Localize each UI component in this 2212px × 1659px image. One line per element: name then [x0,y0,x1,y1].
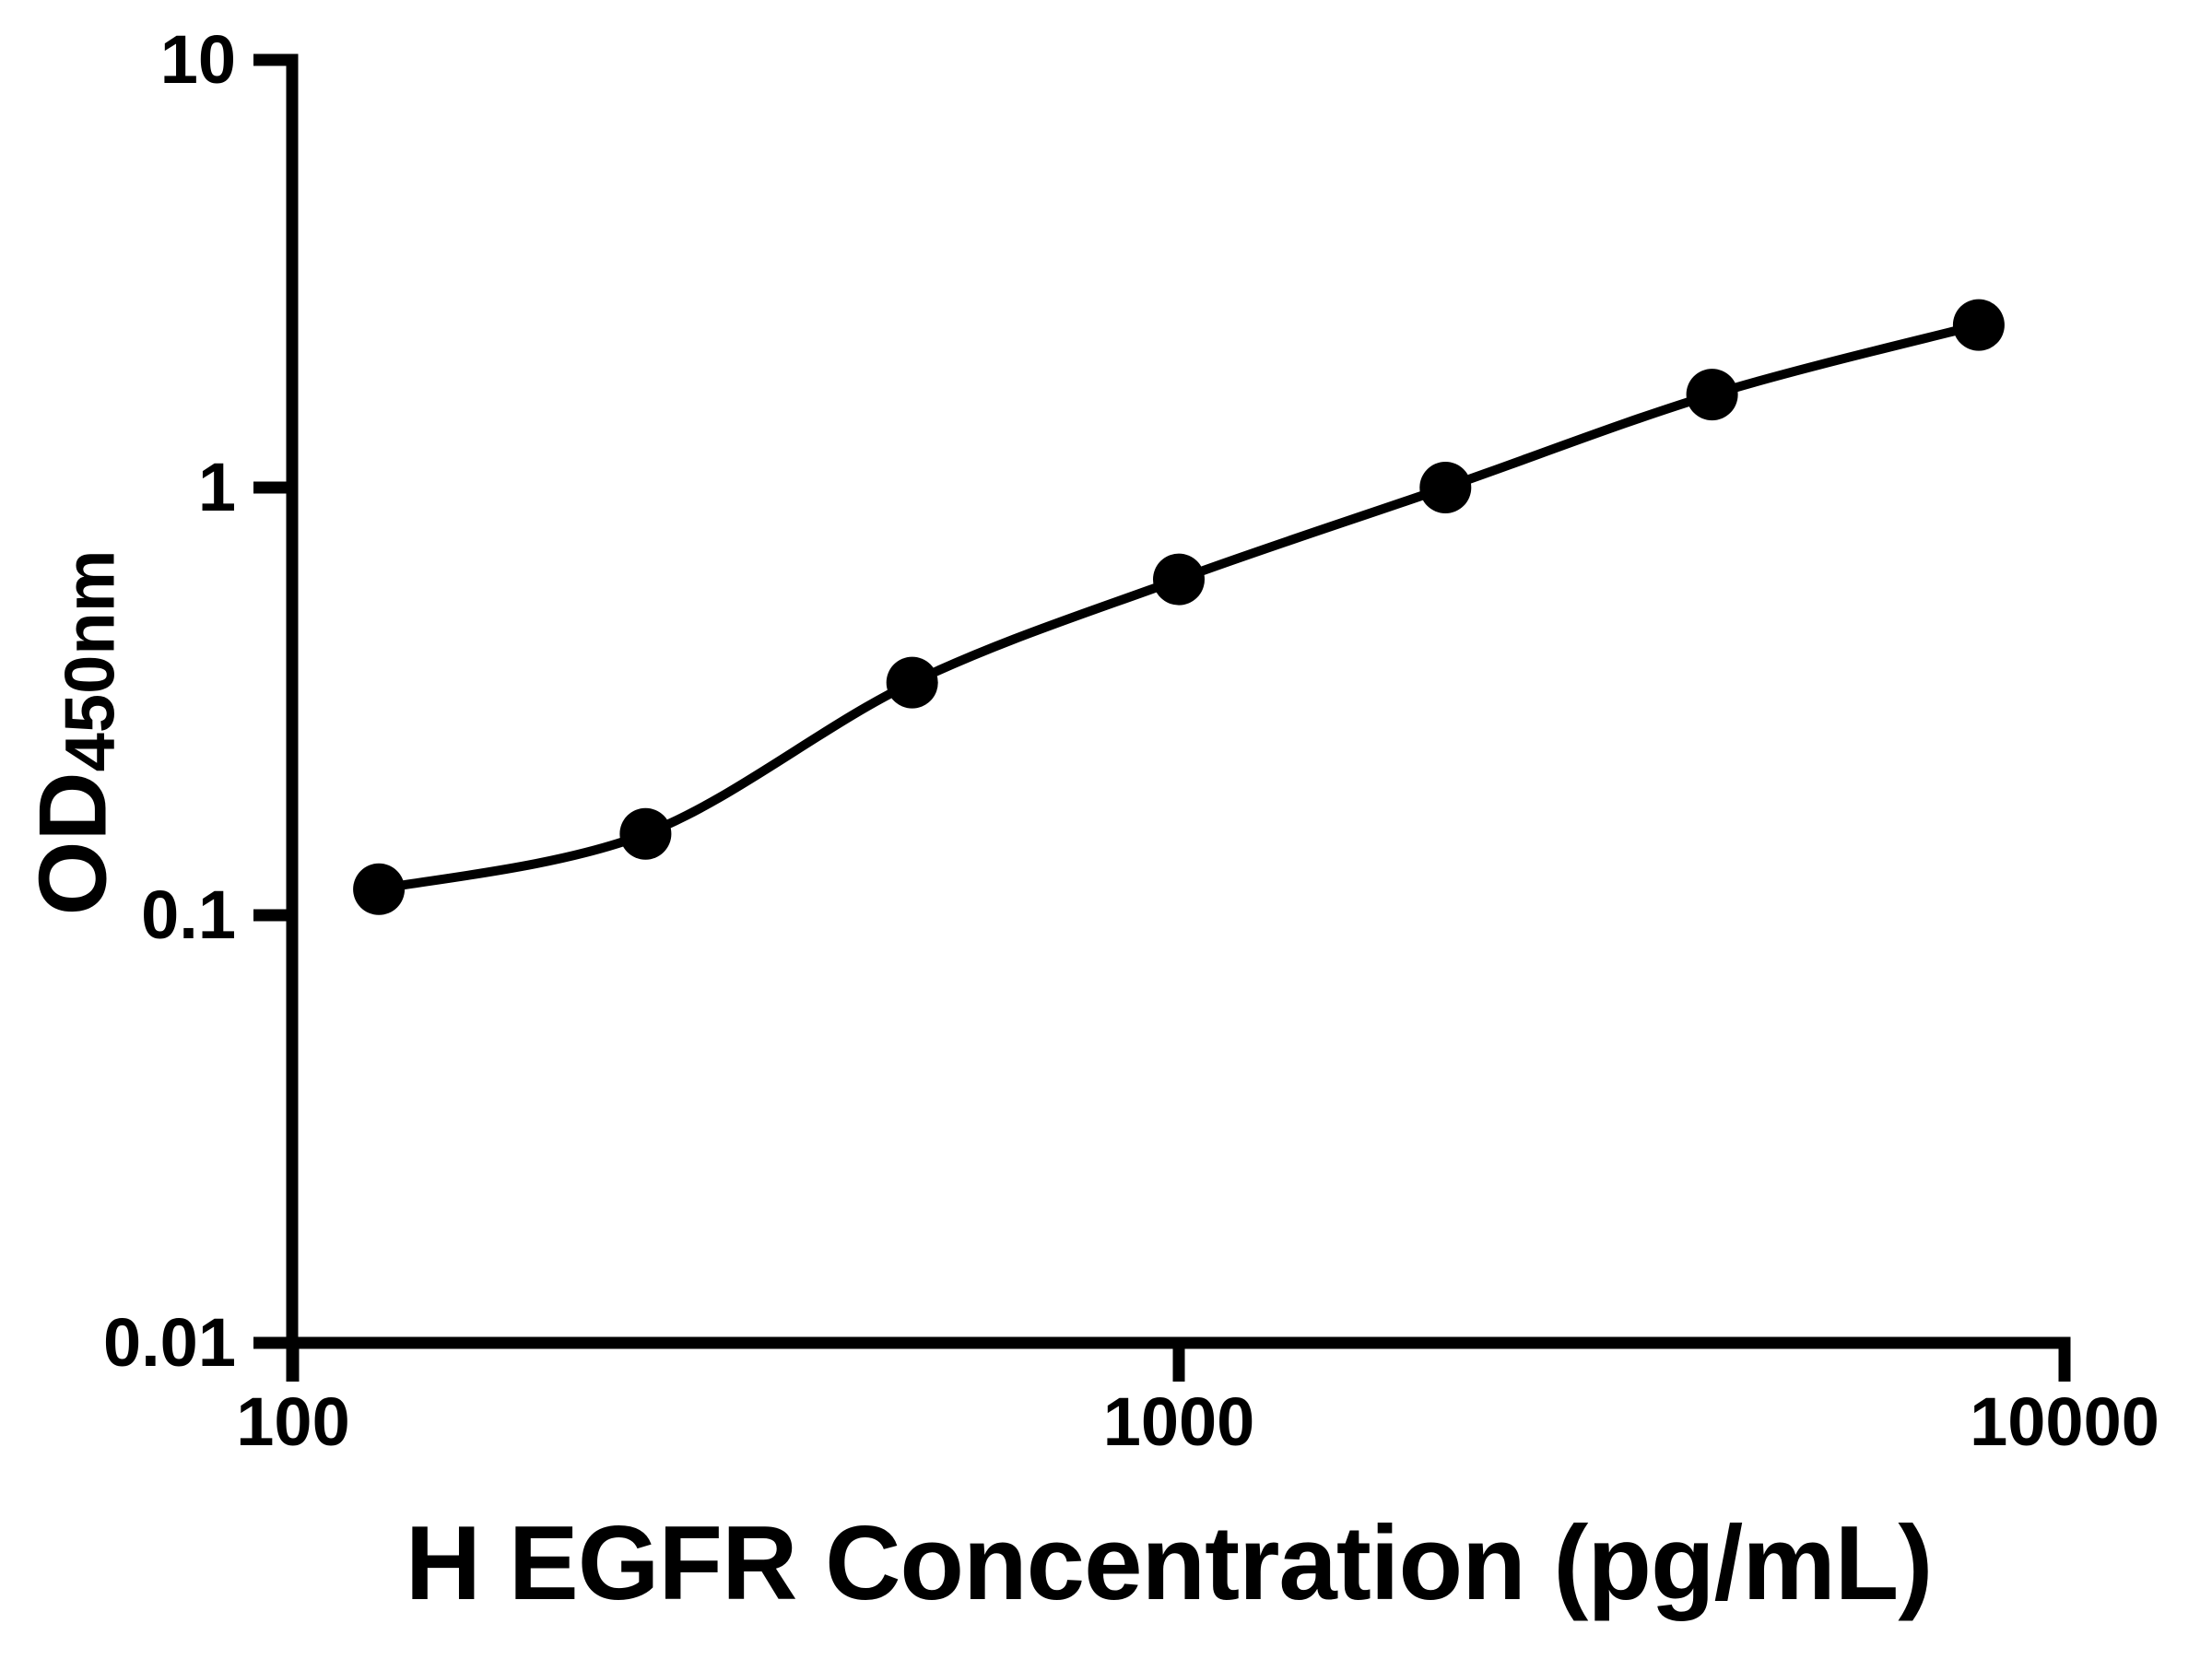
data-point [886,656,938,709]
y-tick-label: 10 [159,21,236,98]
y-axis-title-main: OD [19,771,127,916]
data-point [619,807,672,860]
data-point [1952,299,2005,351]
y-tick-label: 1 [197,449,236,525]
x-tick-label: 10000 [1970,1383,2159,1460]
data-point [1419,462,1472,513]
y-tick-label: 0.01 [102,1304,236,1381]
data-point [1153,553,1205,606]
data-point [1686,369,1738,421]
y-tick-label: 0.1 [141,877,236,953]
x-tick-label: 100 [236,1383,350,1460]
data-point [353,863,406,915]
x-tick-label: 1000 [1102,1383,1255,1460]
x-axis-title: H EGFR Concentration (pg/mL) [405,1505,1934,1622]
y-axis-title: OD450nm [19,550,129,916]
y-axis-title-subscript: 450nm [51,549,130,772]
fit-curve [374,320,1983,894]
